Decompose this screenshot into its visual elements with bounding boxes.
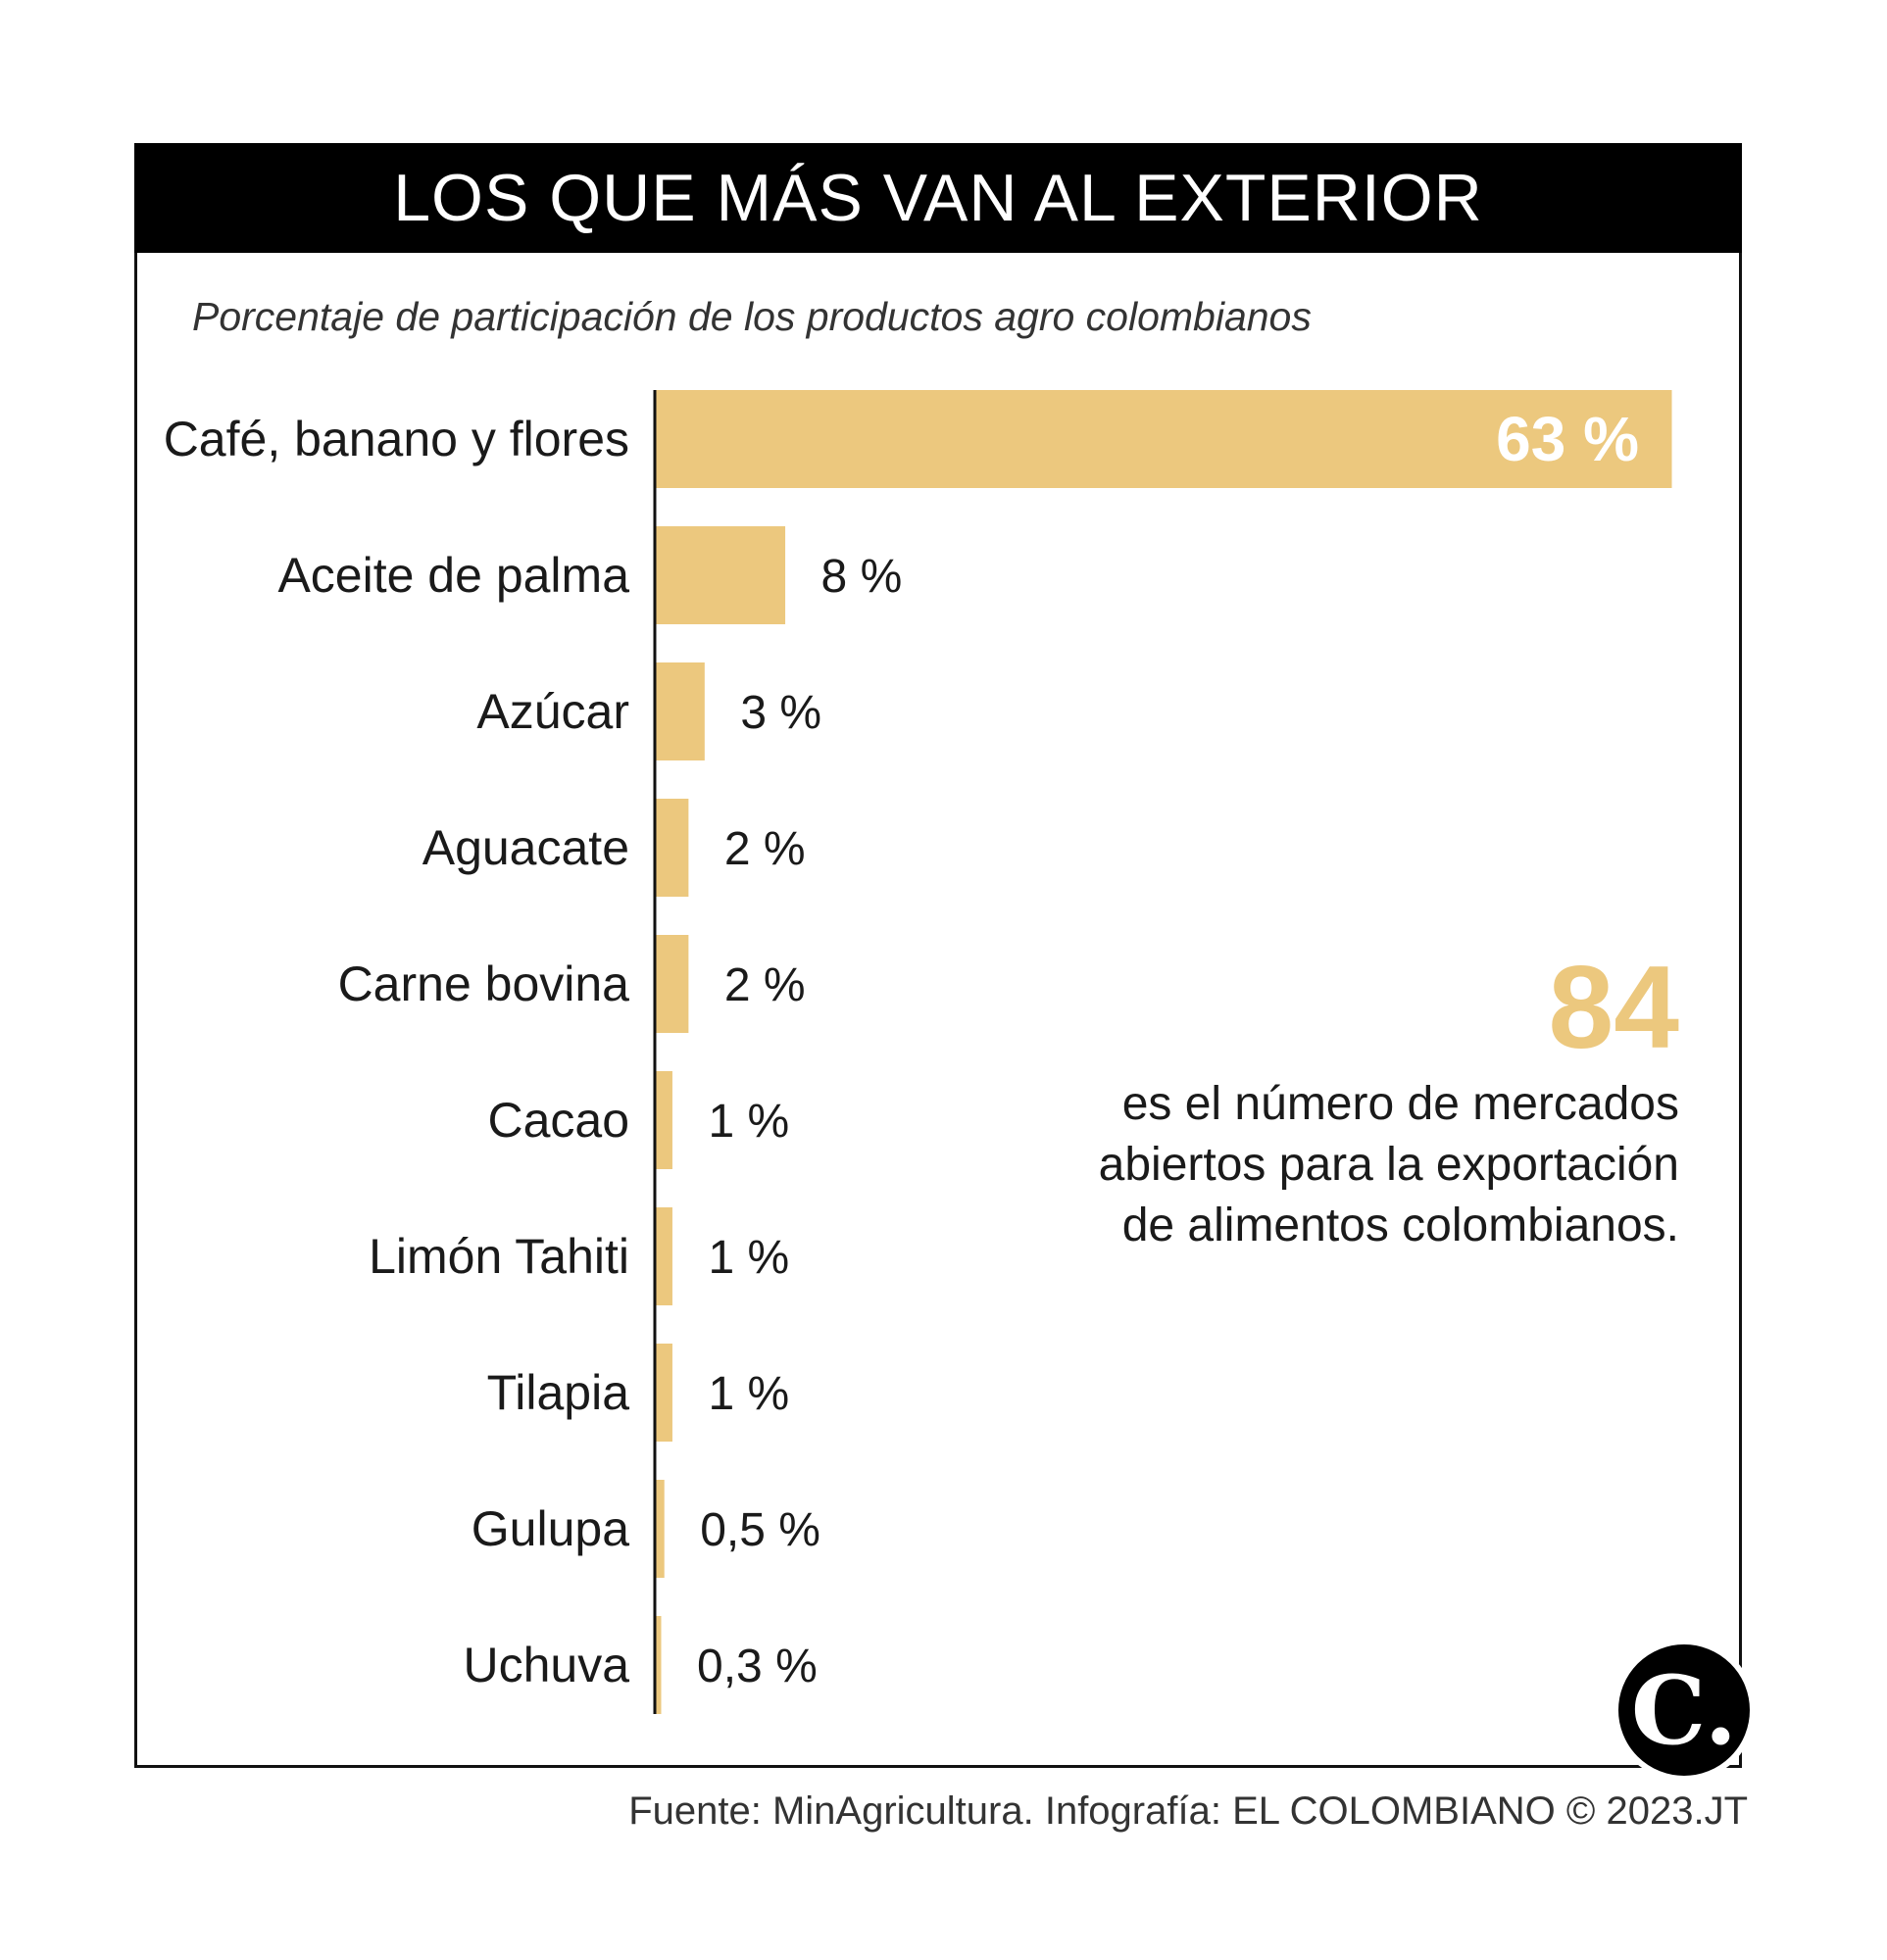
- bar: [656, 1616, 662, 1714]
- category-label: Limón Tahiti: [369, 1229, 629, 1284]
- value-label: 2 %: [724, 959, 806, 1011]
- value-label: 0,5 %: [700, 1504, 820, 1556]
- category-label: Cacao: [487, 1093, 629, 1148]
- stat-description: es el número de mercados abiertos para l…: [1098, 1078, 1679, 1251]
- bar: [656, 1480, 665, 1578]
- bar: [656, 1207, 672, 1305]
- category-label: Café, banano y flores: [164, 412, 629, 466]
- bar: [656, 526, 786, 624]
- category-label: Gulupa: [472, 1501, 629, 1556]
- bar: [656, 799, 689, 897]
- bar: [656, 935, 689, 1033]
- stat-number: 84: [1548, 942, 1679, 1073]
- category-label: Azúcar: [476, 684, 629, 739]
- value-label: 2 %: [724, 823, 806, 875]
- category-label: Tilapia: [487, 1365, 630, 1420]
- source-credit: Fuente: MinAgricultura. Infografía: EL C…: [628, 1789, 1748, 1833]
- value-label: 8 %: [821, 551, 903, 603]
- bar: [656, 1071, 672, 1169]
- el-colombiano-logo: C.: [1613, 1639, 1756, 1782]
- chart-title: LOS QUE MÁS VAN AL EXTERIOR: [393, 161, 1483, 235]
- value-label: 1 %: [708, 1232, 789, 1284]
- chart-subtitle: Porcentaje de participación de los produ…: [192, 294, 1312, 339]
- logo-letter: C.: [1630, 1654, 1738, 1766]
- header-banner: LOS QUE MÁS VAN AL EXTERIOR: [134, 143, 1742, 253]
- value-label: 1 %: [708, 1096, 789, 1148]
- category-label: Carne bovina: [338, 956, 630, 1011]
- value-label: 3 %: [740, 687, 821, 739]
- bar: [656, 662, 705, 760]
- bar: [656, 1344, 672, 1442]
- value-label: 1 %: [708, 1368, 789, 1420]
- value-label: 0,3 %: [697, 1641, 818, 1692]
- category-label: Aguacate: [422, 820, 629, 875]
- bar: [656, 390, 1672, 488]
- value-label: 63 %: [1496, 404, 1639, 474]
- category-label: Aceite de palma: [277, 548, 629, 603]
- category-label: Uchuva: [463, 1638, 629, 1692]
